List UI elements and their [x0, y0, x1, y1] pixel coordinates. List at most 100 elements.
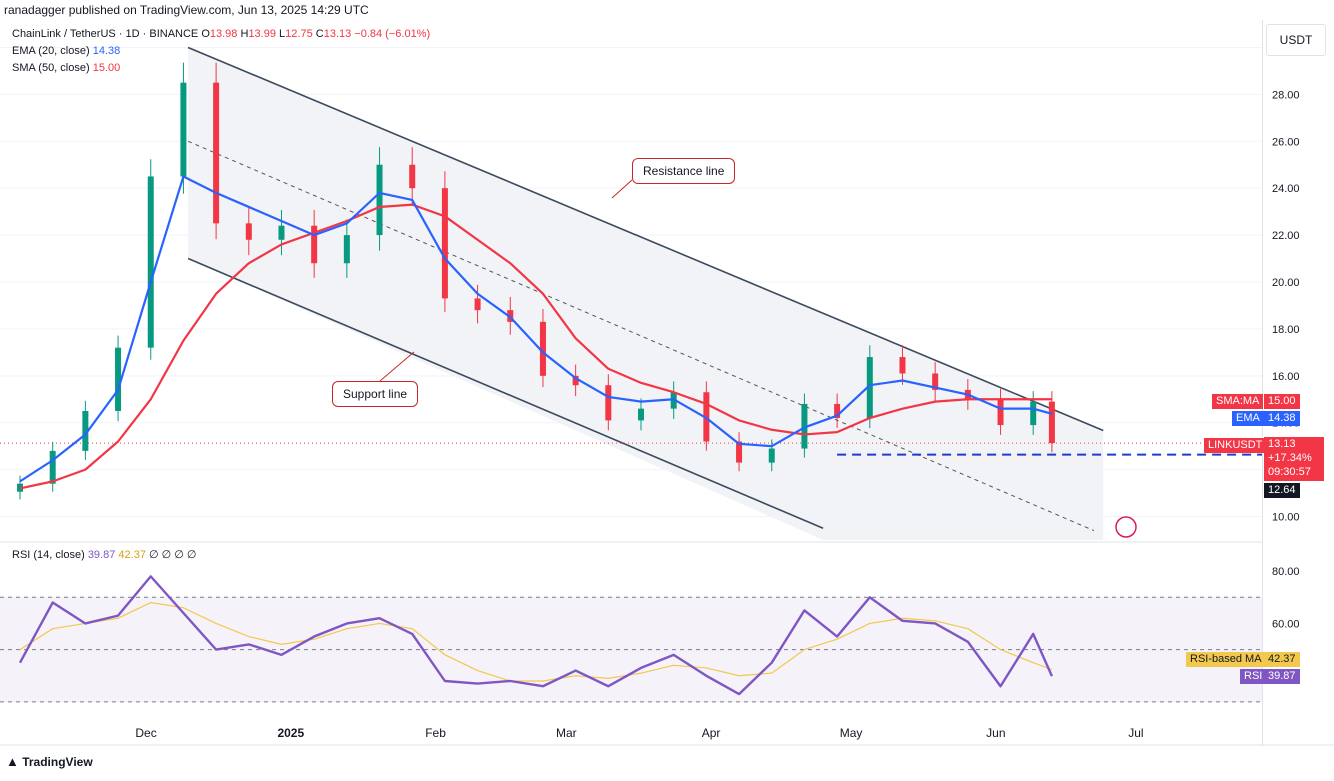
time-tick-label: Dec [135, 726, 156, 740]
rsi-tick-label: 80.00 [1272, 566, 1300, 578]
last-price-tag: 13.13 +17.34% 09:30:57 [1264, 437, 1324, 481]
channel-midline [187, 140, 1095, 532]
sma50-line [19, 203, 1052, 490]
change-value: −0.84 (−6.01%) [354, 28, 431, 40]
rsi-legend-value: 39.87 [87, 549, 116, 561]
rsi-ma-tag-value: 42.37 [1264, 652, 1300, 667]
candle-body [638, 408, 645, 421]
rsi-legend-extra: ∅ ∅ ∅ ∅ [149, 549, 197, 561]
sma-ma-tag-value: 15.00 [1264, 394, 1300, 409]
rsi-legend-label: RSI (14, close) [12, 549, 85, 561]
price-tick-label: 28.00 [1272, 89, 1300, 101]
sma-legend-value: 15.00 [92, 62, 121, 74]
open-label: O [201, 28, 210, 40]
candle-body [49, 450, 56, 484]
resistance-callout-pointer [611, 179, 633, 199]
close-value: 13.13 [323, 28, 352, 40]
price-tick-label: 18.00 [1272, 324, 1300, 336]
candle-body [82, 411, 89, 451]
candle-body [343, 235, 350, 264]
candle-body [932, 373, 939, 390]
time-tick-label: Jul [1128, 726, 1143, 740]
tradingview-logo[interactable]: ▲ TradingView [6, 754, 93, 769]
pct-change-value: +17.34% [1268, 452, 1312, 464]
candle-body [866, 357, 873, 419]
channel-fill [188, 47, 1104, 541]
candle-body [834, 403, 841, 419]
ema-legend: EMA (20, close) 14.38 [12, 45, 120, 57]
ema-tag-label: EMA [1232, 411, 1264, 426]
ema-legend-value: 14.38 [92, 45, 121, 57]
time-tick-label: Jun [986, 726, 1005, 740]
price-axis-border [1262, 20, 1263, 746]
candle-body [1030, 401, 1037, 426]
candle-body [409, 164, 416, 189]
rsi-tick-label: 60.00 [1272, 618, 1300, 630]
price-tick-label: 24.00 [1272, 183, 1300, 195]
candle-body [768, 448, 775, 463]
candle-body [539, 321, 546, 376]
ema-tag-value: 14.38 [1264, 411, 1300, 426]
symbol-label: ChainLink / TetherUS · 1D · BINANCE [12, 28, 199, 40]
publisher-header: ranadagger published on TradingView.com,… [4, 3, 369, 17]
candle-body [899, 357, 906, 374]
support-line-callout: Support line [332, 381, 419, 407]
alert-icon [1115, 516, 1137, 538]
price-tick-label: 10.00 [1272, 512, 1300, 524]
support-callout-pointer [379, 351, 415, 382]
sma-ma-tag-label: SMA:MA [1212, 394, 1264, 409]
candle-body [376, 164, 383, 236]
time-tick-label: Apr [702, 726, 721, 740]
rsi-tag-label: RSI [1240, 669, 1267, 684]
linkusdt-tag-label: LINKUSDT [1204, 438, 1267, 453]
sma-legend-label: SMA (50, close) [12, 62, 90, 74]
candle-body [441, 188, 448, 299]
candle-body [736, 441, 743, 463]
tradingview-logo-text: TradingView [22, 754, 93, 769]
candle-body [572, 375, 579, 386]
high-value: 13.99 [248, 28, 276, 40]
high-label: H [240, 28, 249, 40]
candle-body [997, 399, 1004, 426]
price-tick-label: 20.00 [1272, 277, 1300, 289]
candle-body [180, 82, 187, 177]
rsi-ma-line [19, 601, 1053, 682]
low-value: 12.75 [285, 28, 313, 40]
countdown-value: 09:30:57 [1268, 466, 1311, 478]
resistance-line [187, 46, 1104, 432]
support-line [187, 257, 824, 530]
close-label: C [315, 28, 324, 40]
rsi-line [18, 575, 1053, 696]
candle-body [278, 225, 285, 240]
low-label: L [279, 28, 286, 40]
price-tick-label: 22.00 [1272, 230, 1300, 242]
candle-body [1048, 401, 1055, 444]
rsi-legend: RSI (14, close) 39.87 42.37 ∅ ∅ ∅ ∅ [12, 548, 197, 561]
candle-body [147, 176, 154, 348]
rsi-tag-value: 39.87 [1264, 669, 1300, 684]
last-price-value: 13.13 [1268, 438, 1296, 450]
price-tick-label: 26.00 [1272, 136, 1300, 148]
price-legend: ChainLink / TetherUS · 1D · BINANCE O13.… [12, 28, 430, 40]
candle-body [115, 347, 122, 411]
rsi-ma-tag-label: RSI-based MA [1186, 652, 1266, 667]
time-tick-label: Mar [556, 726, 577, 740]
time-tick-label: Feb [425, 726, 446, 740]
rsi-ma-legend-value: 42.37 [118, 549, 146, 561]
ema20-line [19, 175, 1053, 483]
support-level-tag: 12.64 [1264, 483, 1300, 498]
candle-body [605, 385, 612, 421]
candle-body [474, 298, 481, 311]
candle-body [213, 82, 220, 224]
open-value: 13.98 [209, 28, 238, 40]
candle-body [245, 223, 252, 240]
resistance-line-callout: Resistance line [632, 158, 736, 184]
tradingview-logo-icon: ▲ [6, 754, 19, 770]
candle-body [311, 225, 318, 264]
time-tick-label: May [840, 726, 863, 740]
candle-body [801, 403, 808, 449]
price-tick-label: 16.00 [1272, 371, 1300, 383]
currency-selector[interactable]: USDT [1266, 24, 1326, 56]
